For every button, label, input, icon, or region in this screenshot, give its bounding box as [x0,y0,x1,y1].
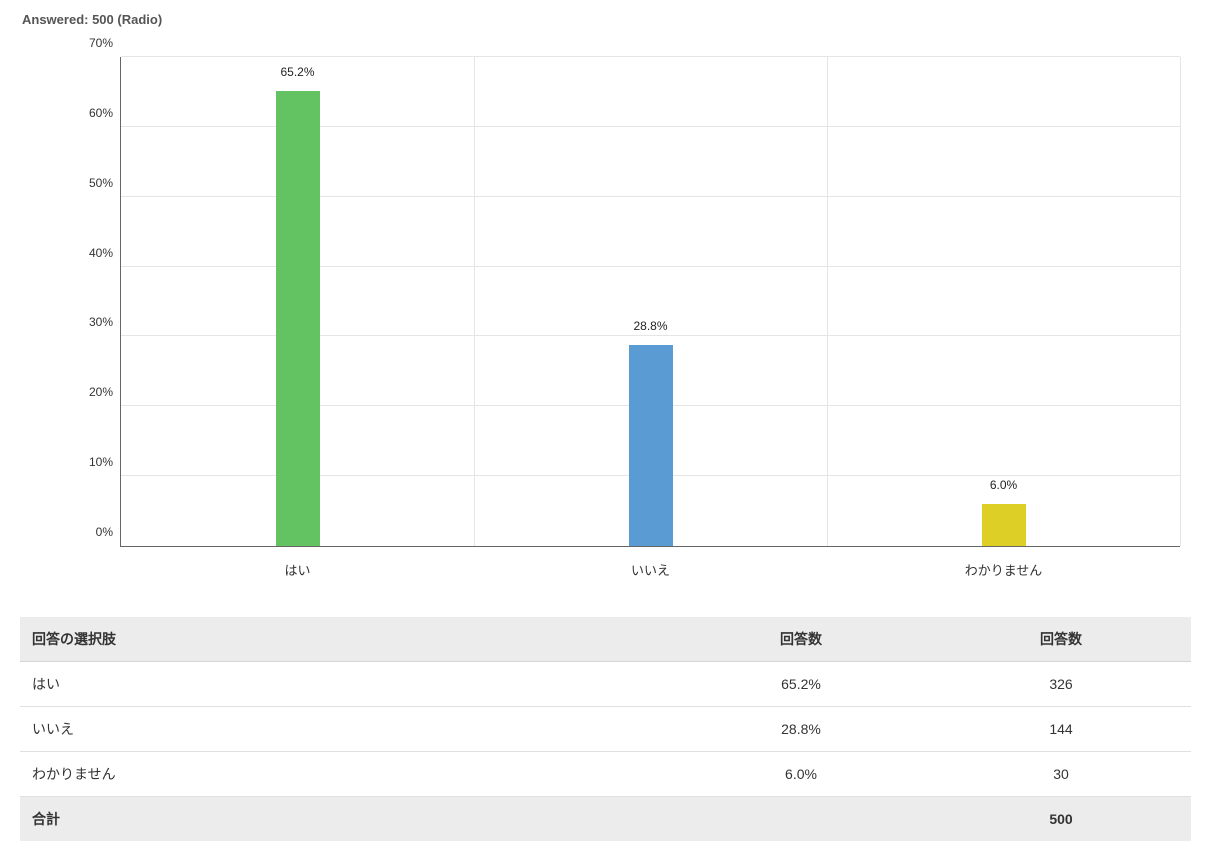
cell-choice: はい [20,662,671,707]
bar-value-label: 65.2% [280,65,314,85]
results-table: 回答の選択肢 回答数 回答数 はい65.2%326いいえ28.8%144わかりま… [20,617,1191,841]
y-axis-tick: 0% [96,525,113,539]
vertical-gridline [1180,57,1181,546]
bar-slot: 6.0%わかりません [827,57,1180,546]
bar: 28.8% [629,345,673,546]
bar: 65.2% [276,91,320,546]
y-axis-tick: 10% [89,455,113,469]
bar-chart: 0%10%20%30%40%50%60%70%65.2%はい28.8%いいえ6.… [60,57,1180,547]
y-axis-tick: 30% [89,315,113,329]
cell-percent: 28.8% [671,707,931,752]
y-axis-tick: 50% [89,176,113,190]
table-row: はい65.2%326 [20,662,1191,707]
col-header-percent: 回答数 [671,617,931,662]
bar-value-label: 6.0% [990,478,1017,498]
bar-value-label: 28.8% [633,319,667,339]
cell-total-count: 500 [931,797,1191,842]
table-row: わかりません6.0%30 [20,752,1191,797]
bar-slot: 65.2%はい [121,57,474,546]
cell-choice: わかりません [20,752,671,797]
table-header-row: 回答の選択肢 回答数 回答数 [20,617,1191,662]
cell-total-label: 合計 [20,797,671,842]
x-axis-label: はい [284,560,310,579]
y-axis-tick: 70% [89,36,113,50]
answered-summary: Answered: 500 (Radio) [22,12,1191,27]
y-axis-tick: 40% [89,246,113,260]
cell-choice: いいえ [20,707,671,752]
y-axis-tick: 20% [89,385,113,399]
col-header-choice: 回答の選択肢 [20,617,671,662]
cell-percent: 65.2% [671,662,931,707]
cell-count: 144 [931,707,1191,752]
cell-count: 30 [931,752,1191,797]
bar: 6.0% [982,504,1026,546]
x-axis-label: いいえ [631,560,670,579]
table-row: いいえ28.8%144 [20,707,1191,752]
cell-count: 326 [931,662,1191,707]
cell-total-percent [671,797,931,842]
x-axis-label: わかりません [965,560,1043,579]
bar-slot: 28.8%いいえ [474,57,827,546]
col-header-count: 回答数 [931,617,1191,662]
y-axis-tick: 60% [89,106,113,120]
cell-percent: 6.0% [671,752,931,797]
table-total-row: 合計 500 [20,797,1191,842]
